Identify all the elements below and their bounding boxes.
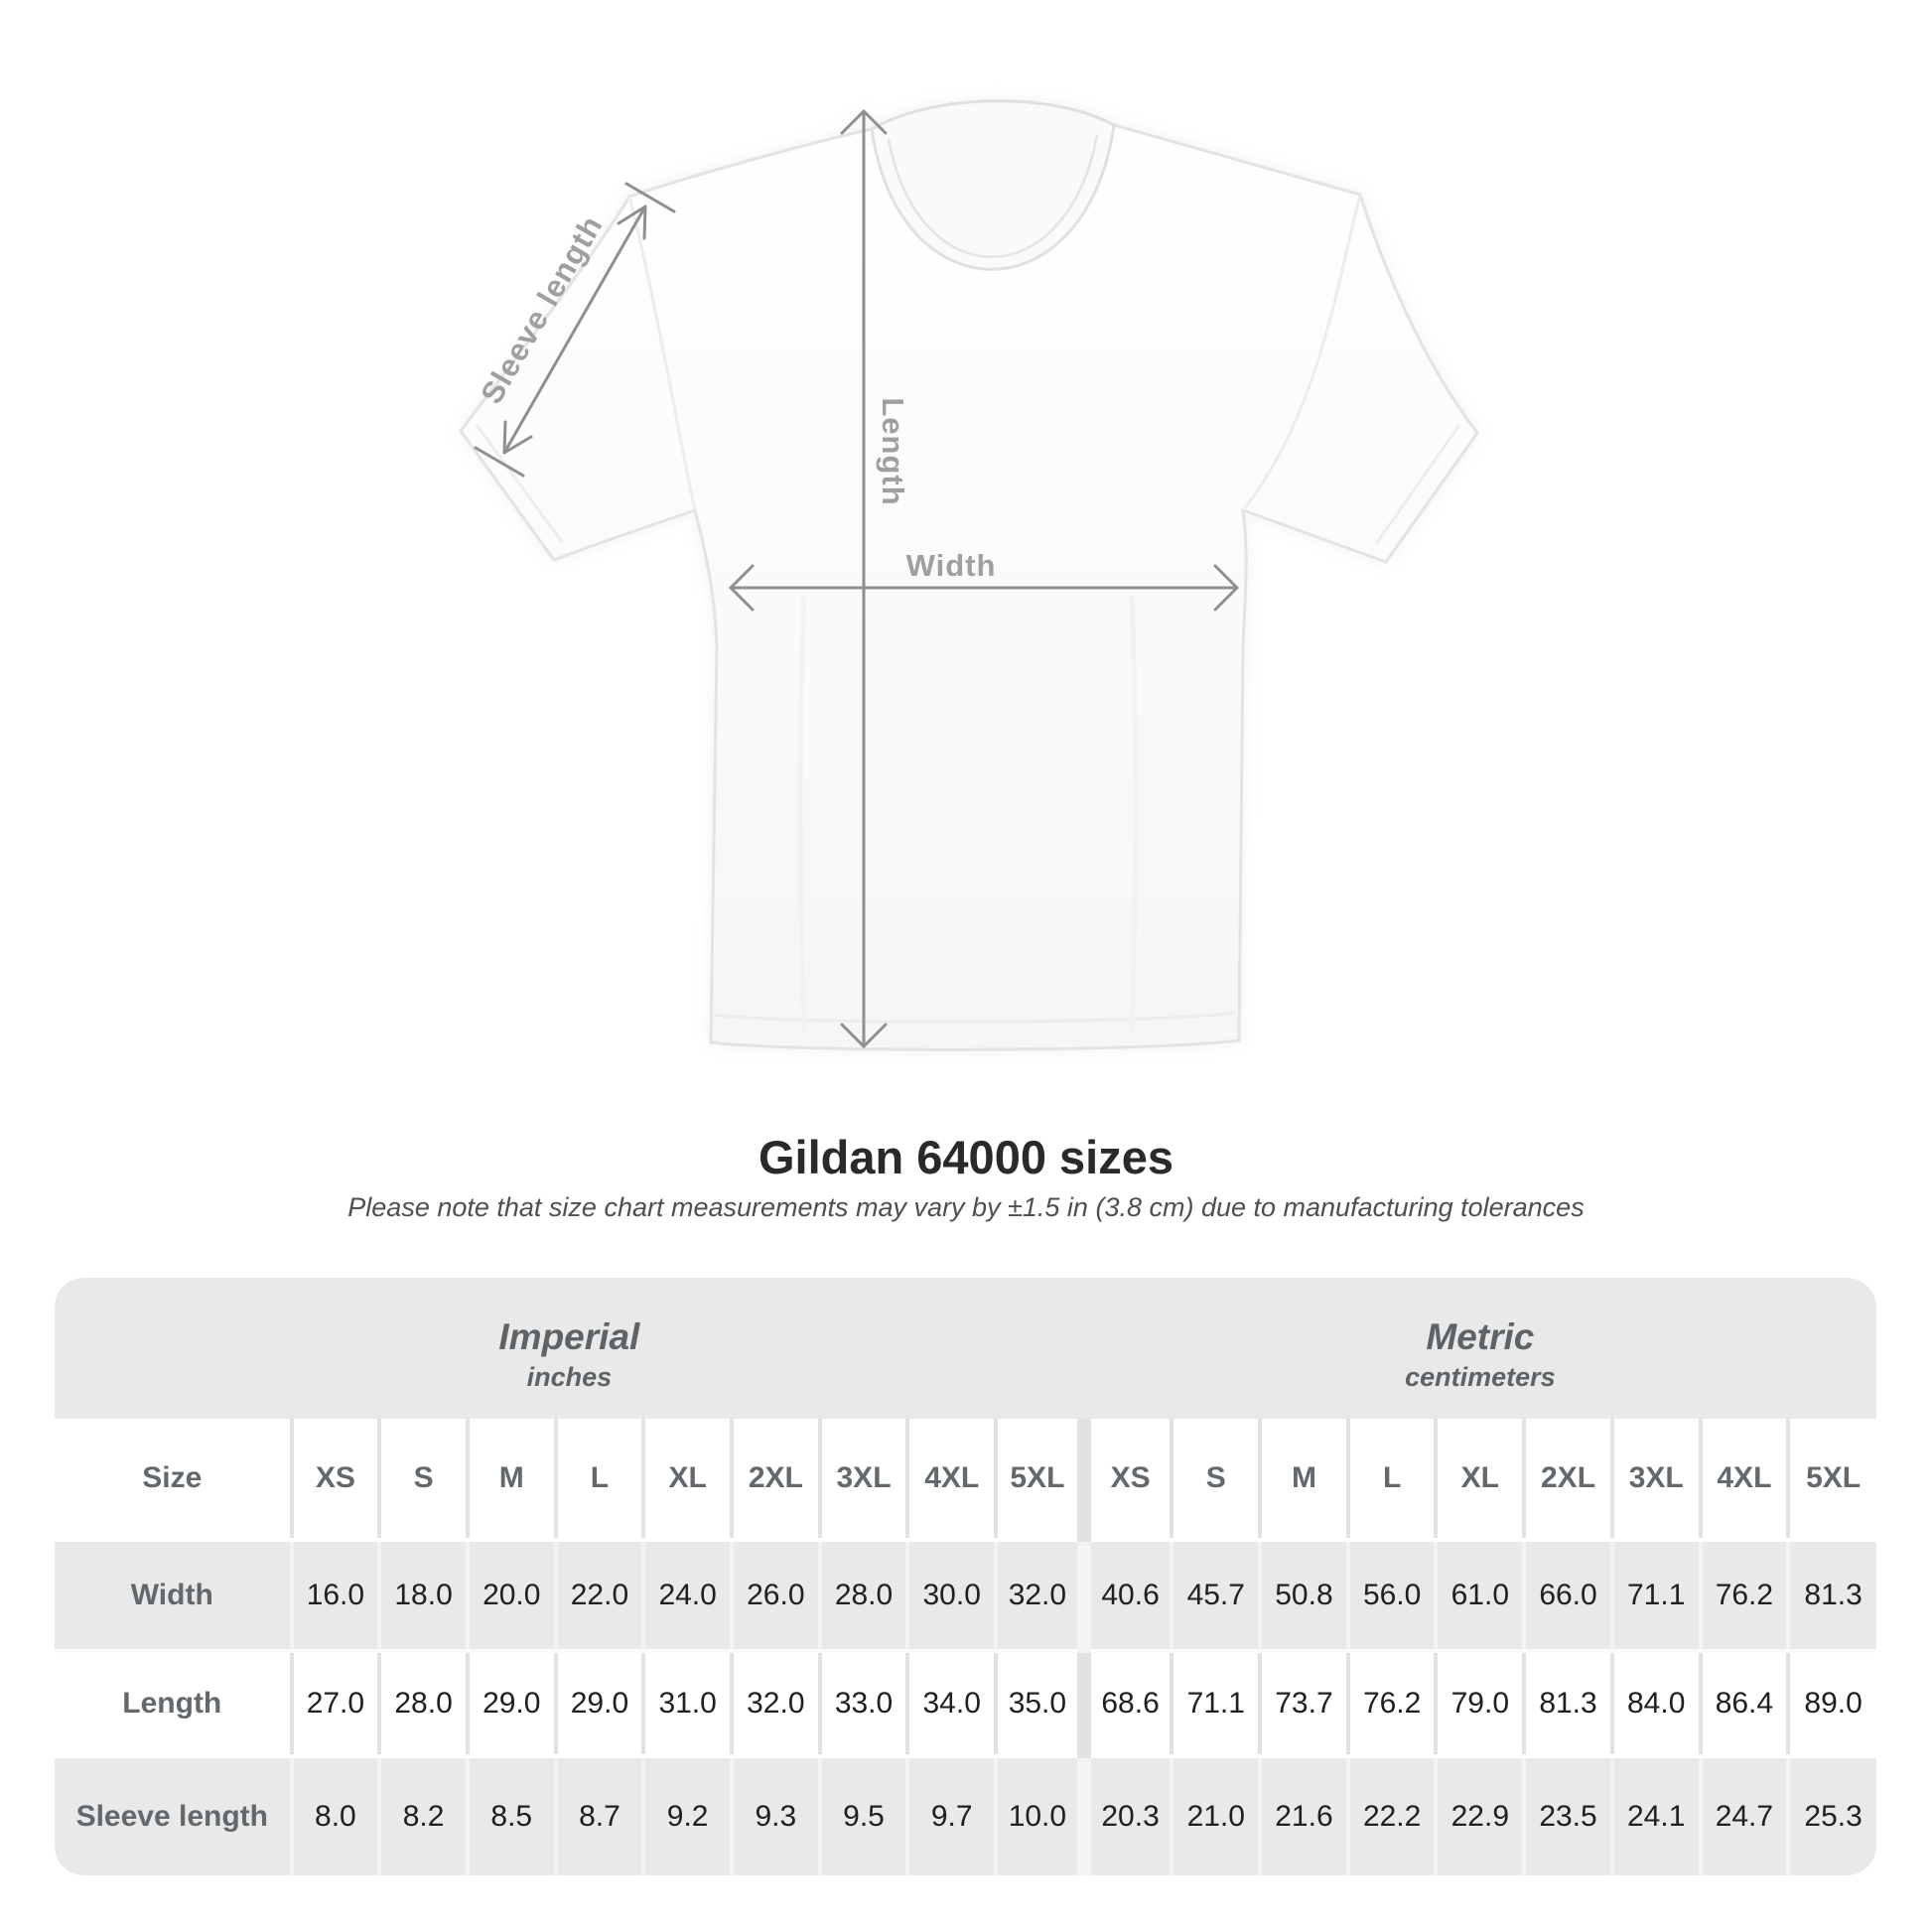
- value-cell: 79.0: [1436, 1651, 1527, 1758]
- size-header: 4XL: [1700, 1419, 1791, 1542]
- size-header: L: [1347, 1419, 1439, 1542]
- size-chart: Imperial inches Metric centimeters Size …: [55, 1278, 1876, 1875]
- value-cell: 31.0: [643, 1651, 734, 1758]
- row-label-sleeve-length: Sleeve length: [55, 1756, 294, 1875]
- size-header: M: [467, 1419, 558, 1542]
- value-cell: 81.3: [1524, 1651, 1614, 1758]
- imperial-group-unit: inches: [526, 1362, 613, 1392]
- width-label: Width: [905, 548, 997, 583]
- value-cell: 10.0: [996, 1756, 1091, 1875]
- value-cell: 68.6: [1083, 1651, 1174, 1758]
- value-cell: 32.0: [996, 1540, 1091, 1653]
- value-cell: 30.0: [907, 1540, 999, 1653]
- size-header: 5XL: [996, 1419, 1091, 1542]
- value-cell: 25.3: [1788, 1756, 1876, 1875]
- size-header: 3XL: [1611, 1419, 1703, 1542]
- page-title: Gildan 64000 sizes: [758, 1131, 1174, 1183]
- value-cell: 8.0: [291, 1756, 382, 1875]
- size-header: 4XL: [907, 1419, 999, 1542]
- value-cell: 27.0: [291, 1651, 382, 1758]
- width-row: Width 16.0 18.0 20.0 22.0 24.0 26.0 28.0…: [55, 1540, 1876, 1653]
- sleeve-length-row: Sleeve length 8.0 8.2 8.5 8.7 9.2 9.3 9.…: [55, 1756, 1876, 1875]
- tshirt-shape: [459, 99, 1479, 1051]
- width-dimension-arrow: [729, 564, 1239, 612]
- size-header: 2XL: [1524, 1419, 1614, 1542]
- value-cell: 22.2: [1347, 1756, 1439, 1875]
- value-cell: 9.3: [731, 1756, 822, 1875]
- value-cell: 71.1: [1172, 1651, 1263, 1758]
- value-cell: 50.8: [1260, 1540, 1350, 1653]
- value-cell: 89.0: [1788, 1651, 1876, 1758]
- tshirt-measurement-diagram: Sleeve length Length Width: [459, 99, 1479, 1051]
- imperial-group-header: Imperial inches: [55, 1278, 1084, 1419]
- value-cell: 33.0: [819, 1651, 910, 1758]
- size-header: M: [1260, 1419, 1350, 1542]
- value-cell: 76.2: [1347, 1651, 1439, 1758]
- value-cell: 61.0: [1436, 1540, 1527, 1653]
- value-cell: 76.2: [1700, 1540, 1791, 1653]
- value-cell: 71.1: [1611, 1540, 1703, 1653]
- size-header: XS: [291, 1419, 382, 1542]
- tolerance-note: Please note that size chart measurements…: [347, 1192, 1585, 1222]
- value-cell: 84.0: [1611, 1651, 1703, 1758]
- value-cell: 24.7: [1700, 1756, 1791, 1875]
- metric-group-title: Metric: [1426, 1316, 1535, 1357]
- tshirt-illustration: [459, 99, 1479, 1051]
- size-header: L: [555, 1419, 646, 1542]
- imperial-group-title: Imperial: [498, 1316, 640, 1357]
- value-cell: 29.0: [467, 1651, 558, 1758]
- value-cell: 24.1: [1611, 1756, 1703, 1875]
- value-cell: 16.0: [291, 1540, 382, 1653]
- value-cell: 73.7: [1260, 1651, 1350, 1758]
- size-header: S: [379, 1419, 470, 1542]
- value-cell: 9.2: [643, 1756, 734, 1875]
- value-cell: 21.0: [1172, 1756, 1263, 1875]
- length-dimension-arrow: [840, 109, 888, 1048]
- value-cell: 8.5: [467, 1756, 558, 1875]
- row-label-length: Length: [55, 1651, 294, 1758]
- value-cell: 8.2: [379, 1756, 470, 1875]
- length-label: Length: [876, 397, 910, 506]
- value-cell: 9.7: [907, 1756, 999, 1875]
- size-column-header: Size: [55, 1419, 294, 1542]
- value-cell: 32.0: [731, 1651, 822, 1758]
- size-header: S: [1172, 1419, 1263, 1542]
- value-cell: 9.5: [819, 1756, 910, 1875]
- value-cell: 23.5: [1524, 1756, 1614, 1875]
- size-header-row: Size XS S M L XL 2XL 3XL 4XL 5XL XS S M …: [55, 1419, 1876, 1542]
- value-cell: 28.0: [379, 1651, 470, 1758]
- metric-group-unit: centimeters: [1405, 1362, 1556, 1392]
- value-cell: 21.6: [1260, 1756, 1350, 1875]
- value-cell: 22.0: [555, 1540, 646, 1653]
- value-cell: 24.0: [643, 1540, 734, 1653]
- length-row: Length 27.0 28.0 29.0 29.0 31.0 32.0 33.…: [55, 1651, 1876, 1758]
- value-cell: 66.0: [1524, 1540, 1614, 1653]
- metric-group-header: Metric centimeters: [1083, 1278, 1876, 1419]
- value-cell: 20.3: [1083, 1756, 1174, 1875]
- value-cell: 81.3: [1788, 1540, 1876, 1653]
- size-header: 3XL: [819, 1419, 910, 1542]
- size-header: XL: [643, 1419, 734, 1542]
- value-cell: 45.7: [1172, 1540, 1263, 1653]
- size-header: XS: [1083, 1419, 1174, 1542]
- value-cell: 86.4: [1700, 1651, 1791, 1758]
- value-cell: 8.7: [555, 1756, 646, 1875]
- value-cell: 40.6: [1083, 1540, 1174, 1653]
- value-cell: 34.0: [907, 1651, 999, 1758]
- size-header: XL: [1436, 1419, 1527, 1542]
- value-cell: 20.0: [467, 1540, 558, 1653]
- value-cell: 22.9: [1436, 1756, 1527, 1875]
- size-header: 5XL: [1788, 1419, 1876, 1542]
- value-cell: 28.0: [819, 1540, 910, 1653]
- size-chart-table: Imperial inches Metric centimeters Size …: [55, 1278, 1876, 1875]
- value-cell: 18.0: [379, 1540, 470, 1653]
- size-header: 2XL: [731, 1419, 822, 1542]
- value-cell: 35.0: [996, 1651, 1091, 1758]
- sleeve-length-dimension-arrow: [474, 182, 676, 478]
- row-label-width: Width: [55, 1540, 294, 1653]
- value-cell: 29.0: [555, 1651, 646, 1758]
- value-cell: 56.0: [1347, 1540, 1439, 1653]
- value-cell: 26.0: [731, 1540, 822, 1653]
